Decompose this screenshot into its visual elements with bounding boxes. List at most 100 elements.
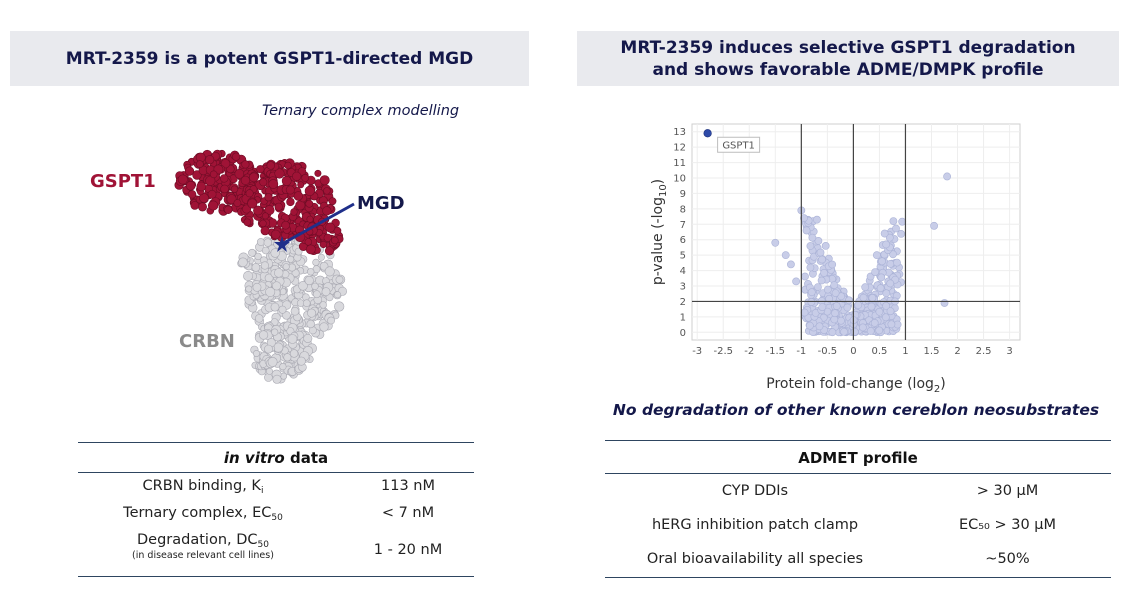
gspt1-point-label: GSPT1 [722,140,755,151]
data-point [882,289,891,298]
in-vitro-table: in vitro data CRBN binding, Ki 113 nM Te… [78,442,474,578]
atom-sphere [253,205,263,216]
gspt1-structure [174,149,344,256]
atom-sphere [264,344,273,354]
data-point [840,327,848,336]
data-point [837,316,845,325]
data-point [886,279,895,288]
atom-sphere [291,269,300,278]
data-point [886,307,895,316]
data-point [882,301,890,310]
table-rule-top [605,440,1111,441]
atom-sphere [254,314,264,323]
threshold-lines [692,124,1020,340]
data-point [800,308,809,317]
atom-sphere [177,174,188,185]
atom-sphere [323,187,331,195]
atom-sphere [205,155,215,165]
y-tick-label: 2 [680,297,686,308]
atom-sphere [293,191,304,201]
row-label: CYP DDIs [721,483,789,499]
data-point [858,323,867,332]
y-tick-label: 7 [680,220,686,231]
data-point [802,226,811,235]
atom-sphere [306,215,314,223]
atom-sphere [305,199,314,208]
y-tick-label: 10 [673,174,686,185]
data-point [867,302,876,311]
atom-sphere [274,168,285,179]
y-tick-label: 4 [680,266,686,277]
data-point [787,260,795,269]
row-value: > 30 μM [976,483,1039,499]
atom-sphere [248,248,256,257]
row-value: EC₅₀ > 30 μM [958,517,1057,533]
atom-sphere [334,301,345,312]
atom-sphere [322,206,332,216]
atom-sphere [271,328,279,336]
y-tick-label: 5 [680,251,686,262]
atom-sphere [245,189,254,198]
atom-sphere [270,248,280,258]
atom-sphere [196,160,204,168]
x-tick-label: -1.5 [766,346,786,357]
row-label: CRBN binding, Ki [142,478,264,496]
x-axis-label: Protein fold-change (log2) [766,376,945,395]
volcano-note: No degradation of other known cereblon n… [612,401,1100,419]
data-point [859,293,868,302]
atom-sphere [205,175,216,186]
atom-sphere [290,208,298,216]
atom-sphere [283,353,292,362]
left-header-text: MRT-2359 is a potent GSPT1-directed MGD [65,48,474,69]
atom-sphere [267,356,278,367]
atom-sphere [259,178,268,187]
data-point [831,289,840,297]
atom-sphere [324,246,335,256]
atom-sphere [247,198,258,209]
atom-sphere [254,252,262,261]
data-point [816,248,825,257]
data-point [943,172,952,181]
atom-sphere [252,282,262,292]
atom-sphere [279,363,287,371]
data-point [808,233,817,242]
data-point [882,240,890,249]
y-tick-label: 9 [680,189,686,200]
atom-sphere [240,175,250,186]
atom-sphere [306,319,315,329]
atom-sphere [233,199,242,207]
in-vitro-table-title: in vitro data [78,449,474,467]
atom-sphere [312,290,321,299]
atom-sphere [271,229,281,240]
data-point [845,296,853,305]
atom-sphere [245,285,253,293]
data-point [897,230,905,238]
x-tick-label: 2.5 [976,346,992,357]
atom-sphere [317,253,325,261]
atom-sphere [319,175,330,186]
atom-sphere [220,184,229,194]
atom-sphere [273,268,284,278]
data-point [886,259,895,268]
data-point [831,309,839,318]
data-point [828,328,837,337]
x-tick-label: 1 [902,346,908,357]
atom-sphere [184,166,195,176]
data-point [875,307,884,316]
data-point [930,221,938,230]
data-point [887,320,896,329]
y-tick-label: 13 [673,127,686,138]
data-point [813,215,821,224]
atom-sphere [297,181,305,189]
data-point [830,281,839,289]
atom-sphere [278,305,287,314]
row-label: Oral bioavailability all species [646,551,864,567]
atom-sphere [302,299,311,307]
atom-sphere [303,333,313,343]
data-point [889,250,897,259]
data-point [813,283,822,291]
atom-sphere [324,266,335,277]
data-point [832,302,841,310]
atom-sphere [199,193,209,203]
